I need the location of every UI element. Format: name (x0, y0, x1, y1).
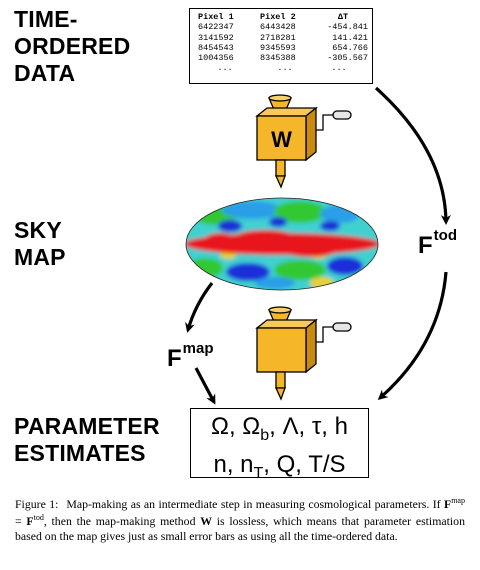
f-tod-label: Ftod (418, 227, 457, 261)
f-map-main: F (167, 345, 182, 372)
cell: 654.766 (332, 42, 368, 53)
table-row: ... ... ... (194, 63, 368, 73)
arrow-tod-to-parameters (377, 271, 448, 400)
parameters-box: Ω, Ωb, Λ, τ, h n, nT, Q, T/S (190, 408, 369, 482)
table-header: Pixel 1 Pixel 2 ΔT (194, 12, 368, 22)
stage-line: ESTIMATES (14, 440, 146, 466)
cell: 141.421 (332, 32, 368, 43)
stage-line: PARAMETER (14, 413, 160, 439)
machine-w-label: W (271, 127, 292, 152)
stage-line: MAP (14, 244, 66, 270)
stage-line: DATA (14, 60, 76, 86)
arrow-map-to-parameters (194, 367, 216, 405)
cell: ... (217, 63, 233, 74)
mapmaking-machine-1: W (255, 94, 352, 189)
table-row: 6422347 6443428 -454.841 (194, 22, 368, 32)
stage-line: SKY (14, 217, 62, 243)
header-pixel-1: Pixel 1 (198, 12, 234, 22)
header-pixel-2: Pixel 2 (260, 12, 296, 22)
cell: 1004356 (198, 53, 234, 64)
arrow-map-down-left (185, 282, 214, 333)
stage-line: TIME- (14, 6, 78, 32)
cell: ... (277, 63, 293, 74)
time-ordered-data-table: Pixel 1 Pixel 2 ΔT 6422347 6443428 -454.… (189, 8, 373, 84)
table-row: 8454543 9345593 654.766 (194, 43, 368, 53)
cell: 9345593 (260, 42, 296, 53)
cell: -454.841 (327, 22, 368, 33)
cell: 6443428 (260, 22, 296, 33)
parameters-line-1: Ω, Ωb, Λ, τ, h (211, 413, 348, 444)
cell: 8345388 (260, 53, 296, 64)
cell: 3141592 (198, 32, 234, 43)
figure-caption: Figure 1: Map-making as an intermediate s… (15, 494, 465, 543)
caption-text: Map-making as an intermediate step in me… (15, 496, 465, 543)
header-delta-t: ΔT (337, 12, 349, 22)
cell: -305.567 (327, 53, 368, 64)
cell: 8454543 (198, 42, 234, 53)
sky-map (185, 197, 379, 291)
f-tod-superscript: tod (433, 227, 457, 244)
table-row: 3141592 2718281 141.421 (194, 33, 368, 43)
parameters-line-2: n, nT, Q, T/S (213, 450, 346, 482)
f-map-superscript: map (182, 340, 214, 357)
label-time-ordered-data: TIME- ORDERED DATA (14, 6, 130, 87)
arrow-tod-to-map (374, 86, 451, 225)
cell: 6422347 (198, 22, 234, 33)
mapmaking-machine-2 (255, 306, 352, 401)
cell: ... (331, 63, 347, 74)
cell: 2718281 (260, 32, 296, 43)
f-tod-main: F (418, 232, 433, 259)
f-map-label: Fmap (167, 340, 214, 374)
figure-number: Figure 1: (15, 496, 59, 511)
label-parameter-estimates: PARAMETER ESTIMATES (14, 413, 160, 467)
stage-line: ORDERED (14, 33, 131, 59)
table-row: 1004356 8345388 -305.567 (194, 53, 368, 63)
label-sky-map: SKY MAP (14, 217, 66, 271)
